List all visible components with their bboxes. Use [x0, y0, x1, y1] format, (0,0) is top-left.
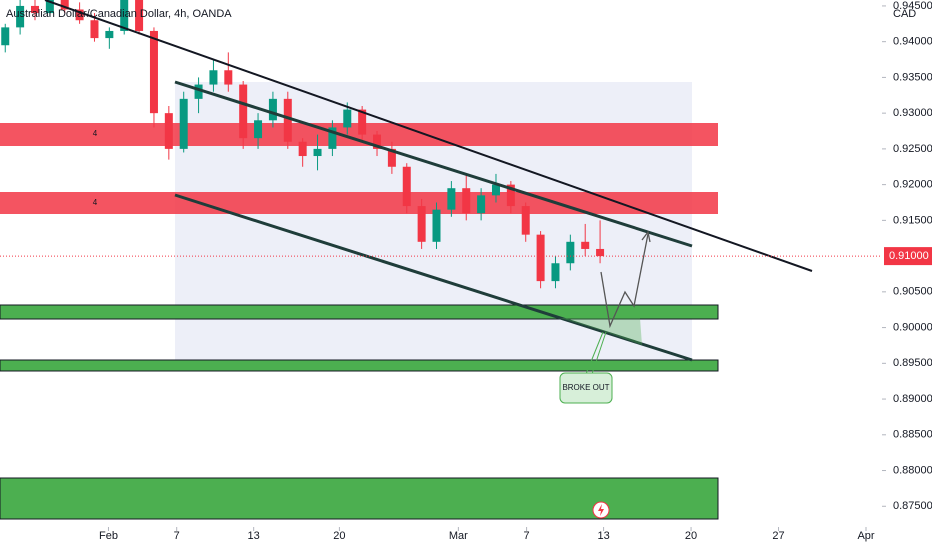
candle-body [432, 209, 441, 242]
candle-body [387, 148, 396, 167]
candle-body [149, 30, 158, 114]
candle-body [105, 30, 114, 39]
callout-pointer [591, 331, 607, 375]
candle-body [298, 141, 307, 157]
x-tick-label: 27 [772, 530, 784, 542]
candle-body [164, 113, 173, 149]
zone-label: 4 [93, 198, 98, 207]
candle-body [60, 0, 69, 10]
callout-box [559, 372, 613, 404]
y-tick-label: 0.94000 [893, 36, 932, 48]
y-tick-label: 0.88000 [893, 464, 932, 476]
candle-body [16, 5, 25, 28]
candle-body [254, 120, 263, 139]
candle-body [491, 184, 500, 196]
projection-arrow [641, 230, 651, 243]
candle-body [1, 27, 10, 46]
candle-body [90, 20, 99, 39]
candle-body [135, 0, 144, 31]
chart-title: Australian Dollar/Canadian Dollar, 4h, O… [6, 8, 232, 20]
candle-body [179, 98, 188, 149]
candle-body [75, 9, 84, 21]
x-tick-label: Mar [449, 530, 468, 542]
support-zone [0, 304, 719, 320]
x-tick-label: Feb [99, 530, 118, 542]
y-tick-label: 0.92500 [893, 143, 932, 155]
y-tick-label: 0.94500 [893, 0, 932, 12]
candle-body [283, 98, 292, 142]
x-tick-label: 20 [685, 530, 697, 542]
last-price-tag [884, 247, 932, 266]
event-icon-bolt [598, 504, 604, 516]
candle-body [417, 206, 426, 242]
candle-body [358, 109, 367, 135]
projection-path [600, 233, 649, 329]
y-tick-label: 0.90000 [893, 321, 932, 333]
trend-line [44, 0, 813, 272]
candle-body [45, 0, 54, 14]
x-tick-label: 20 [333, 530, 345, 542]
candle-body [402, 166, 411, 207]
zone-label: 4 [93, 129, 98, 138]
candle-body [194, 84, 203, 99]
currency-label: CAD [893, 8, 916, 20]
x-tick-label: Apr [857, 530, 874, 542]
y-tick-label: 0.93000 [893, 107, 932, 119]
x-tick-label: 13 [597, 530, 609, 542]
candle-body [209, 70, 218, 85]
candle-body [373, 134, 382, 149]
resistance-zone [0, 192, 718, 214]
y-tick-label: 0.90500 [893, 286, 932, 298]
support-zone [0, 477, 719, 520]
y-tick-label: 0.91500 [893, 214, 932, 226]
callout-pointer [585, 331, 604, 375]
callout-text: BROKE OUT [562, 383, 609, 392]
x-tick-label: 13 [248, 530, 260, 542]
channel-upper [174, 80, 693, 248]
candle-body [596, 248, 605, 257]
x-tick-label: 7 [524, 530, 530, 542]
y-tick-label: 0.92000 [893, 179, 932, 191]
candle-body [477, 195, 486, 214]
y-tick-label: 0.89500 [893, 357, 932, 369]
y-tick-label: 0.93500 [893, 71, 932, 83]
candle-body [581, 241, 590, 249]
candle-body [343, 109, 352, 128]
candle-body [328, 127, 337, 149]
y-tick-label: 0.88500 [893, 429, 932, 441]
candle-body [313, 148, 322, 157]
candle-body [239, 84, 248, 139]
candle-body [506, 184, 515, 207]
candle-body [462, 188, 471, 214]
x-tick-label: 7 [174, 530, 180, 542]
last-price-label: 0.91000 [889, 250, 929, 262]
candle-body [536, 234, 545, 282]
candle-body [447, 188, 456, 210]
candle-body [521, 206, 530, 235]
support-zone [0, 359, 719, 372]
y-tick-label: 0.89000 [893, 393, 932, 405]
candle-body [30, 5, 39, 14]
y-tick-label: 0.87500 [893, 500, 932, 512]
candle-body [551, 263, 560, 282]
breakout-area [560, 318, 642, 345]
candle-body [566, 241, 575, 264]
candle-body [120, 0, 129, 31]
candle-body [224, 70, 233, 85]
candle-body [268, 98, 277, 121]
